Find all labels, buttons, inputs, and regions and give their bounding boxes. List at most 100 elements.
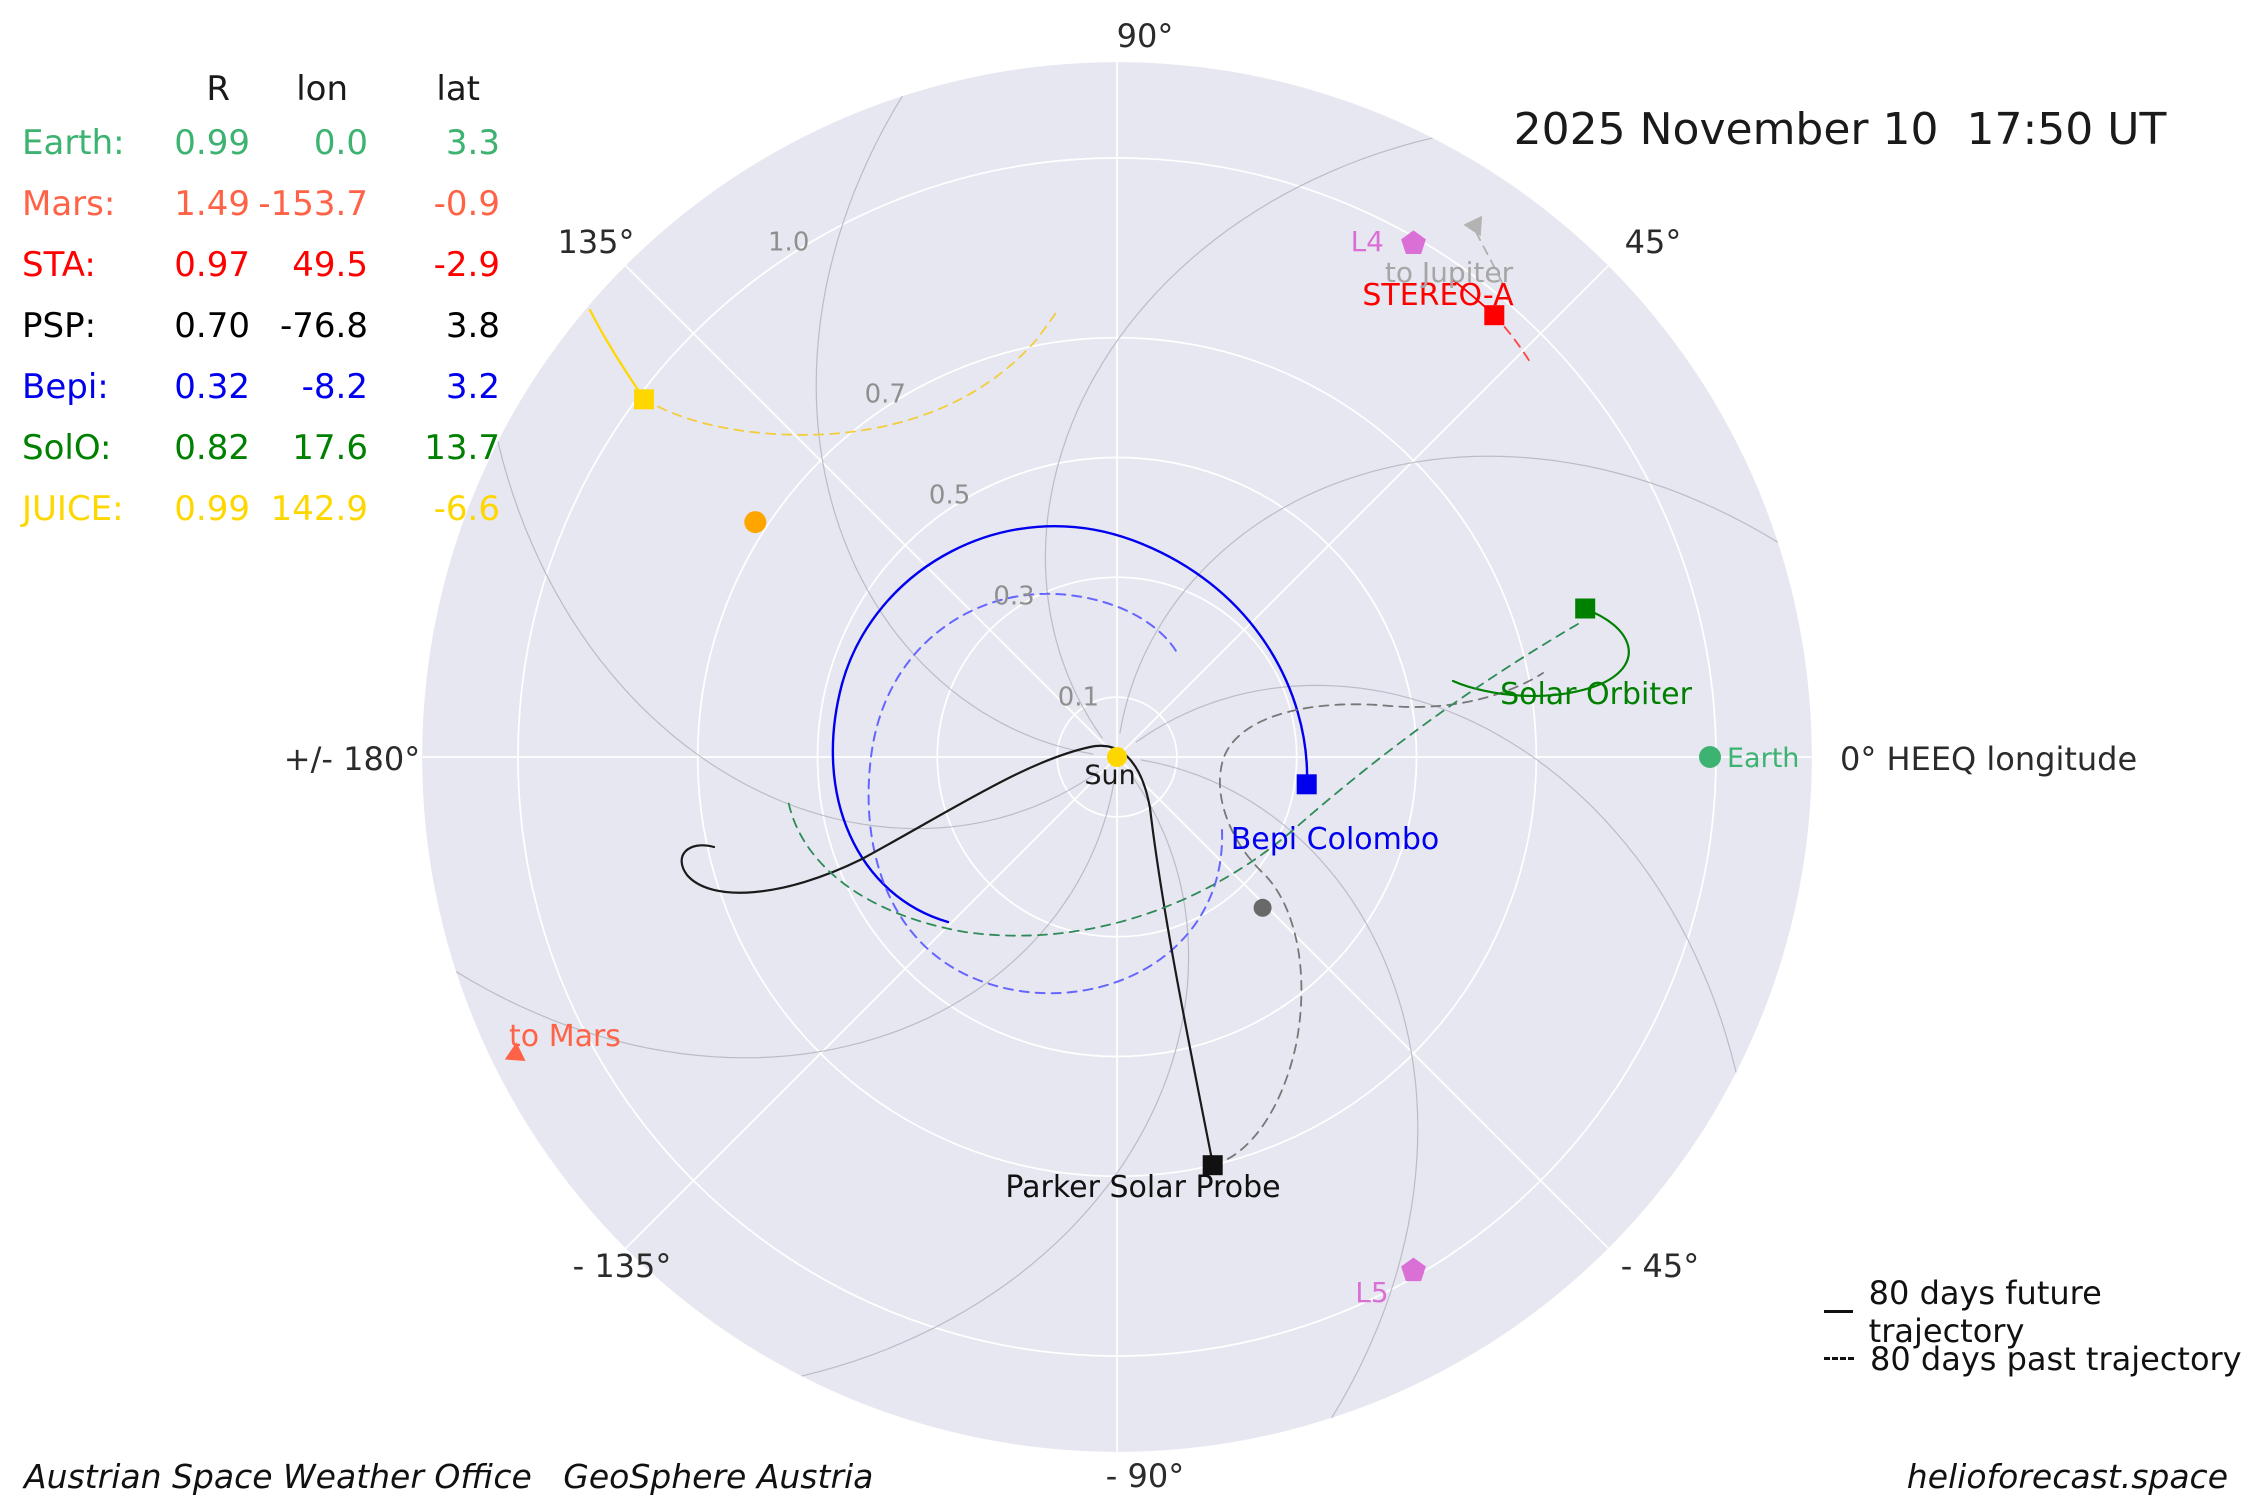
parker-spiral [1119, 455, 1779, 734]
solo-label: Solar Orbiter [1500, 677, 1693, 712]
body-layer [504, 215, 1721, 1282]
bepi-past-trajectory [867, 592, 1224, 995]
row-lon: -76.8 [280, 305, 368, 346]
solo-future-trajectory [1451, 607, 1630, 697]
bepi-future-trajectory [831, 525, 1309, 924]
row-lat: 13.7 [424, 427, 500, 468]
sun-label: Sun [1084, 760, 1135, 791]
stereo-a-marker [1484, 305, 1505, 326]
row-r: 0.99 [174, 122, 250, 163]
r-tick-label: 0.5 [929, 480, 970, 510]
table-row-psp: PSP: 0.70 -76.8 3.8 [22, 295, 500, 356]
angle-label: +/- 180° [284, 740, 420, 778]
mercury-marker [1253, 898, 1272, 917]
psp-label: Parker Solar Probe [1005, 1170, 1280, 1205]
to-mars-label: to Mars [509, 1019, 621, 1054]
trajectory-layer [588, 231, 1630, 1167]
row-lat: 3.8 [445, 305, 500, 346]
parker-spiral [455, 780, 1115, 1059]
row-lon: -8.2 [301, 366, 368, 407]
trajectory-legend: 80 days future trajectory 80 days past t… [1824, 1274, 2250, 1382]
row-label: PSP: [22, 305, 97, 346]
table-row-bepi: Bepi: 0.32 -8.2 3.2 [22, 356, 500, 417]
row-lat: -6.6 [433, 488, 500, 529]
header-lon: lon [296, 69, 348, 109]
stereo-a-label: STEREO-A [1362, 278, 1514, 313]
l5-marker [1401, 1257, 1426, 1282]
row-lat: 3.3 [445, 122, 500, 163]
table-row-juice: JUICE: 0.99 142.9 -6.6 [22, 478, 500, 539]
earth-label: Earth [1727, 743, 1799, 774]
psp-past-trajectory [1212, 672, 1544, 1166]
parker-spiral [1135, 684, 1737, 1073]
row-lon: 17.6 [292, 427, 368, 468]
to-jupiter-label: to Jupiter [1385, 256, 1514, 289]
header-r: R [206, 69, 230, 109]
bepi-label: Bepi Colombo [1231, 822, 1440, 857]
institution-credit: Austrian Space Weather Office GeoSphere … [24, 1457, 874, 1496]
parker-spiral [1044, 137, 1433, 739]
table-row-mars: Mars: 1.49 -153.7 -0.9 [22, 173, 500, 234]
juice-past-trajectory [643, 310, 1058, 436]
angle-label: 0° HEEQ longitude [1840, 740, 2137, 778]
l4-marker [1401, 230, 1426, 254]
juice-future-trajectory [588, 308, 646, 401]
row-label: Bepi: [22, 366, 109, 407]
r-tick-label: 0.3 [993, 581, 1034, 611]
juice-marker [634, 389, 654, 410]
row-label: SolO: [22, 427, 112, 468]
legend-future-label: 80 days future trajectory [1868, 1273, 2102, 1350]
position-table-header: R lon lat [22, 66, 500, 112]
angle-label: 90° [1117, 17, 1174, 55]
row-lat: -0.9 [433, 183, 500, 224]
solo-past-trajectory [787, 623, 1579, 937]
row-r: 0.99 [174, 488, 250, 529]
l5-label: L5 [1355, 1276, 1388, 1309]
psp-future-trajectory [680, 744, 1215, 1167]
dashed-line-icon [1824, 1357, 1854, 1360]
l4-label: L4 [1351, 225, 1384, 258]
legend-past-label: 80 days past trajectory [1870, 1339, 2242, 1378]
parker-spiral [815, 95, 1094, 755]
row-lat: 3.2 [445, 366, 500, 407]
legend-row-future: 80 days future trajectory [1824, 1274, 2250, 1350]
parker-spiral [497, 441, 1099, 830]
venus-marker [744, 511, 767, 534]
solo-marker [1575, 598, 1596, 619]
psp-marker [1202, 1155, 1223, 1176]
r-tick-label: 0.1 [1058, 682, 1099, 712]
bepi-marker [1296, 774, 1317, 795]
row-lon: 142.9 [270, 488, 368, 529]
table-row-solo: SolO: 0.82 17.6 13.7 [22, 417, 500, 478]
row-lat: -2.9 [433, 244, 500, 285]
label-layer: 0.1 0.3 0.5 0.7 1.0 90° 45° 135° +/- 180° 0° HEEQ… [284, 17, 2137, 1495]
row-label: STA: [22, 244, 96, 285]
row-lon: -153.7 [258, 183, 368, 224]
row-r: 0.70 [174, 305, 250, 346]
website-credit: helioforecast.space [1906, 1457, 2228, 1496]
table-row-sta: STA: 0.97 49.5 -2.9 [22, 234, 500, 295]
legend-row-past: 80 days past trajectory [1824, 1335, 2250, 1382]
row-r: 0.97 [174, 244, 250, 285]
row-label: Mars: [22, 183, 116, 224]
header-lat: lat [436, 69, 480, 109]
earth-marker [1699, 746, 1721, 768]
parker-spiral [801, 775, 1190, 1377]
row-lon: 49.5 [292, 244, 368, 285]
angle-label: - 45° [1621, 1247, 1699, 1285]
r-tick-label: 1.0 [768, 228, 809, 258]
position-table: R lon lat Earth: 0.99 0.0 3.3 Mars: 1.49… [22, 66, 500, 539]
plot-date-title: 2025 November 10 17:50 UT [1513, 104, 2167, 155]
row-lon: 0.0 [313, 122, 368, 163]
row-r: 1.49 [174, 183, 250, 224]
angle-label: - 90° [1106, 1457, 1184, 1495]
angle-label: 45° [1625, 223, 1682, 261]
angle-label: - 135° [573, 1247, 672, 1285]
parker-spiral [1140, 759, 1419, 1419]
table-row-earth: Earth: 0.99 0.0 3.3 [22, 112, 500, 173]
spiral-layer [455, 95, 1779, 1419]
row-r: 0.82 [174, 427, 250, 468]
jupiter-past-trajectory [1475, 231, 1507, 292]
to-jupiter-marker [1463, 215, 1483, 237]
